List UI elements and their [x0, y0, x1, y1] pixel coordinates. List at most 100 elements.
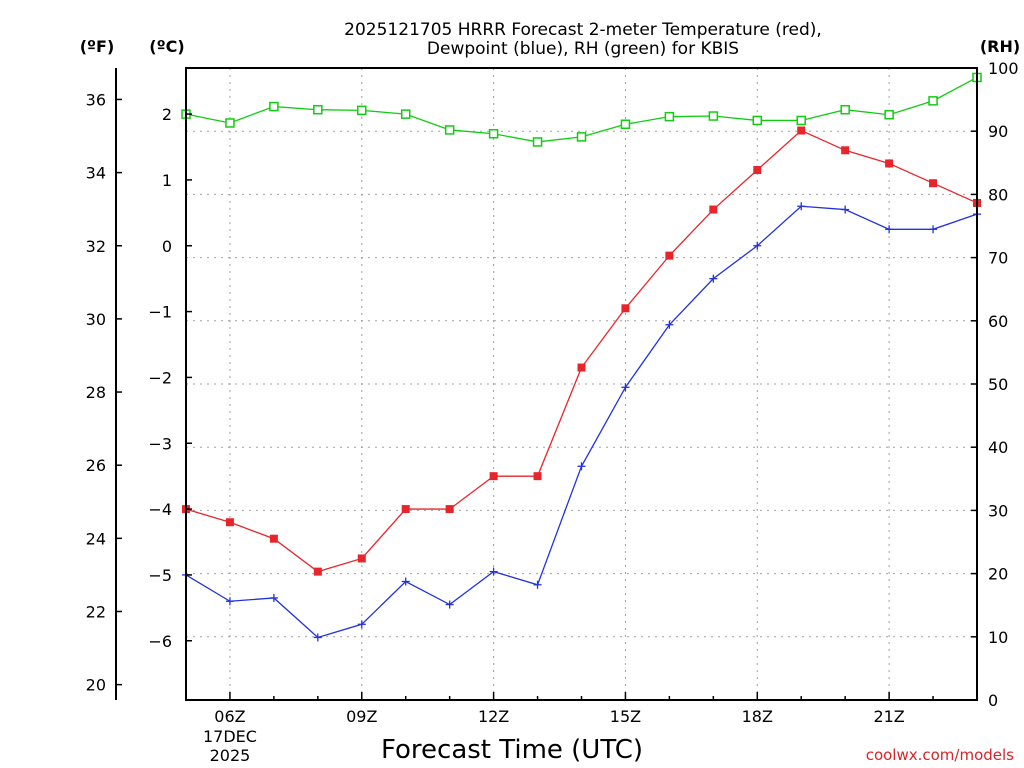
celsius-tick-label: −2 [148, 368, 172, 387]
rh-tick-label: 30 [988, 501, 1008, 520]
rh-tick-label: 40 [988, 438, 1008, 457]
rh-point [884, 110, 894, 120]
temperature-point [665, 251, 674, 260]
fahrenheit-tick-label: 34 [86, 164, 106, 183]
temperature-point [797, 126, 806, 135]
dewpoint-point [753, 241, 762, 250]
temperature-point [357, 554, 366, 563]
chart-title-line1: 2025121705 HRRR Forecast 2-meter Tempera… [344, 20, 822, 40]
x-tick-label: 18Z [742, 707, 773, 726]
rh-point [576, 132, 587, 142]
relative-humidity-series [181, 72, 982, 147]
x-tick-year-label: 2025 [210, 746, 251, 765]
temperature-point [489, 472, 498, 481]
rh-tick-label: 100 [988, 59, 1019, 78]
rh-point [664, 111, 675, 122]
temperature-point [269, 534, 278, 543]
celsius-tick-label: 0 [162, 237, 172, 256]
temperature-point [929, 179, 938, 188]
celsius-unit-label: (ºC) [149, 37, 184, 56]
rh-point [444, 125, 455, 135]
temperature-point [225, 518, 234, 527]
rh-point [400, 109, 411, 119]
rh-point [225, 118, 235, 128]
temperature-point [709, 205, 718, 214]
dewpoint-point [621, 383, 630, 392]
rh-point [620, 119, 631, 129]
temperature-point [885, 159, 894, 168]
rh-point [269, 101, 279, 112]
x-tick-label: 15Z [610, 707, 641, 726]
series-layer [181, 72, 982, 642]
x-tick-label: 06Z [214, 707, 245, 726]
x-tick-date-label: 17DEC [203, 727, 257, 746]
rh-point [928, 96, 938, 106]
x-tick-label: 09Z [346, 707, 377, 726]
dewpoint-point [225, 597, 234, 606]
rh-tick-label: 10 [988, 628, 1008, 647]
dewpoint-point [401, 577, 410, 586]
temperature-point [533, 472, 542, 481]
dewpoint-series [182, 202, 981, 642]
temperature-point [753, 166, 762, 175]
fahrenheit-tick-label: 28 [86, 383, 106, 402]
dewpoint-point [577, 462, 586, 471]
rh-point [357, 105, 367, 116]
chart-title-line2: Dewpoint (blue), RH (green) for KBIS [427, 39, 739, 59]
celsius-tick-label: −4 [148, 500, 172, 519]
fahrenheit-tick-label: 22 [86, 602, 106, 621]
dewpoint-point [665, 320, 674, 329]
rh-tick-label: 60 [988, 312, 1008, 331]
fahrenheit-unit-label: (ºF) [80, 37, 115, 56]
rh-point [708, 111, 719, 121]
fahrenheit-tick-label: 24 [86, 529, 106, 548]
axes: 202224262830323436−6−5−4−3−2−10120102030… [86, 59, 1019, 765]
rh-tick-label: 90 [988, 122, 1008, 141]
gridlines [186, 68, 977, 700]
dewpoint-point [709, 274, 718, 283]
temperature-point [313, 567, 322, 576]
x-tick-label: 12Z [478, 707, 509, 726]
celsius-tick-label: 1 [162, 171, 172, 190]
rh-point [752, 115, 763, 126]
dewpoint-point [269, 593, 278, 602]
credit-label[interactable]: coolwx.com/models [866, 746, 1014, 764]
x-tick-label: 21Z [873, 707, 904, 726]
dewpoint-point [929, 225, 938, 234]
dewpoint-point [885, 225, 894, 234]
rh-tick-label: 50 [988, 375, 1008, 394]
rh-point [532, 137, 543, 147]
rh-unit-label: (RH) [980, 37, 1020, 56]
rh-tick-label: 0 [988, 691, 998, 710]
rh-tick-label: 80 [988, 185, 1008, 204]
temperature-point [401, 505, 410, 514]
temperature-point [621, 304, 630, 313]
rh-point [313, 104, 323, 115]
celsius-tick-label: 2 [162, 105, 172, 124]
rh-point [796, 115, 806, 126]
rh-point [840, 104, 850, 115]
rh-point [488, 128, 499, 139]
fahrenheit-tick-label: 36 [86, 90, 106, 109]
dewpoint-point [445, 600, 454, 609]
dewpoint-line [185, 205, 978, 639]
celsius-tick-label: −3 [148, 434, 172, 453]
temperature-point [445, 505, 454, 514]
rh-tick-label: 20 [988, 565, 1008, 584]
celsius-tick-label: −1 [148, 303, 172, 322]
dewpoint-point [533, 580, 542, 589]
temperature-point [577, 363, 586, 372]
temperature-line [185, 129, 978, 573]
celsius-tick-label: −5 [148, 566, 172, 585]
celsius-tick-label: −6 [148, 632, 172, 651]
fahrenheit-tick-label: 30 [86, 310, 106, 329]
dewpoint-point [489, 567, 498, 576]
dewpoint-point [357, 620, 366, 629]
fahrenheit-tick-label: 32 [86, 237, 106, 256]
fahrenheit-tick-label: 20 [86, 676, 106, 695]
rh-tick-label: 70 [988, 249, 1008, 268]
temperature-point [841, 146, 850, 155]
x-axis-label: Forecast Time (UTC) [381, 735, 643, 765]
dewpoint-point [841, 205, 850, 214]
